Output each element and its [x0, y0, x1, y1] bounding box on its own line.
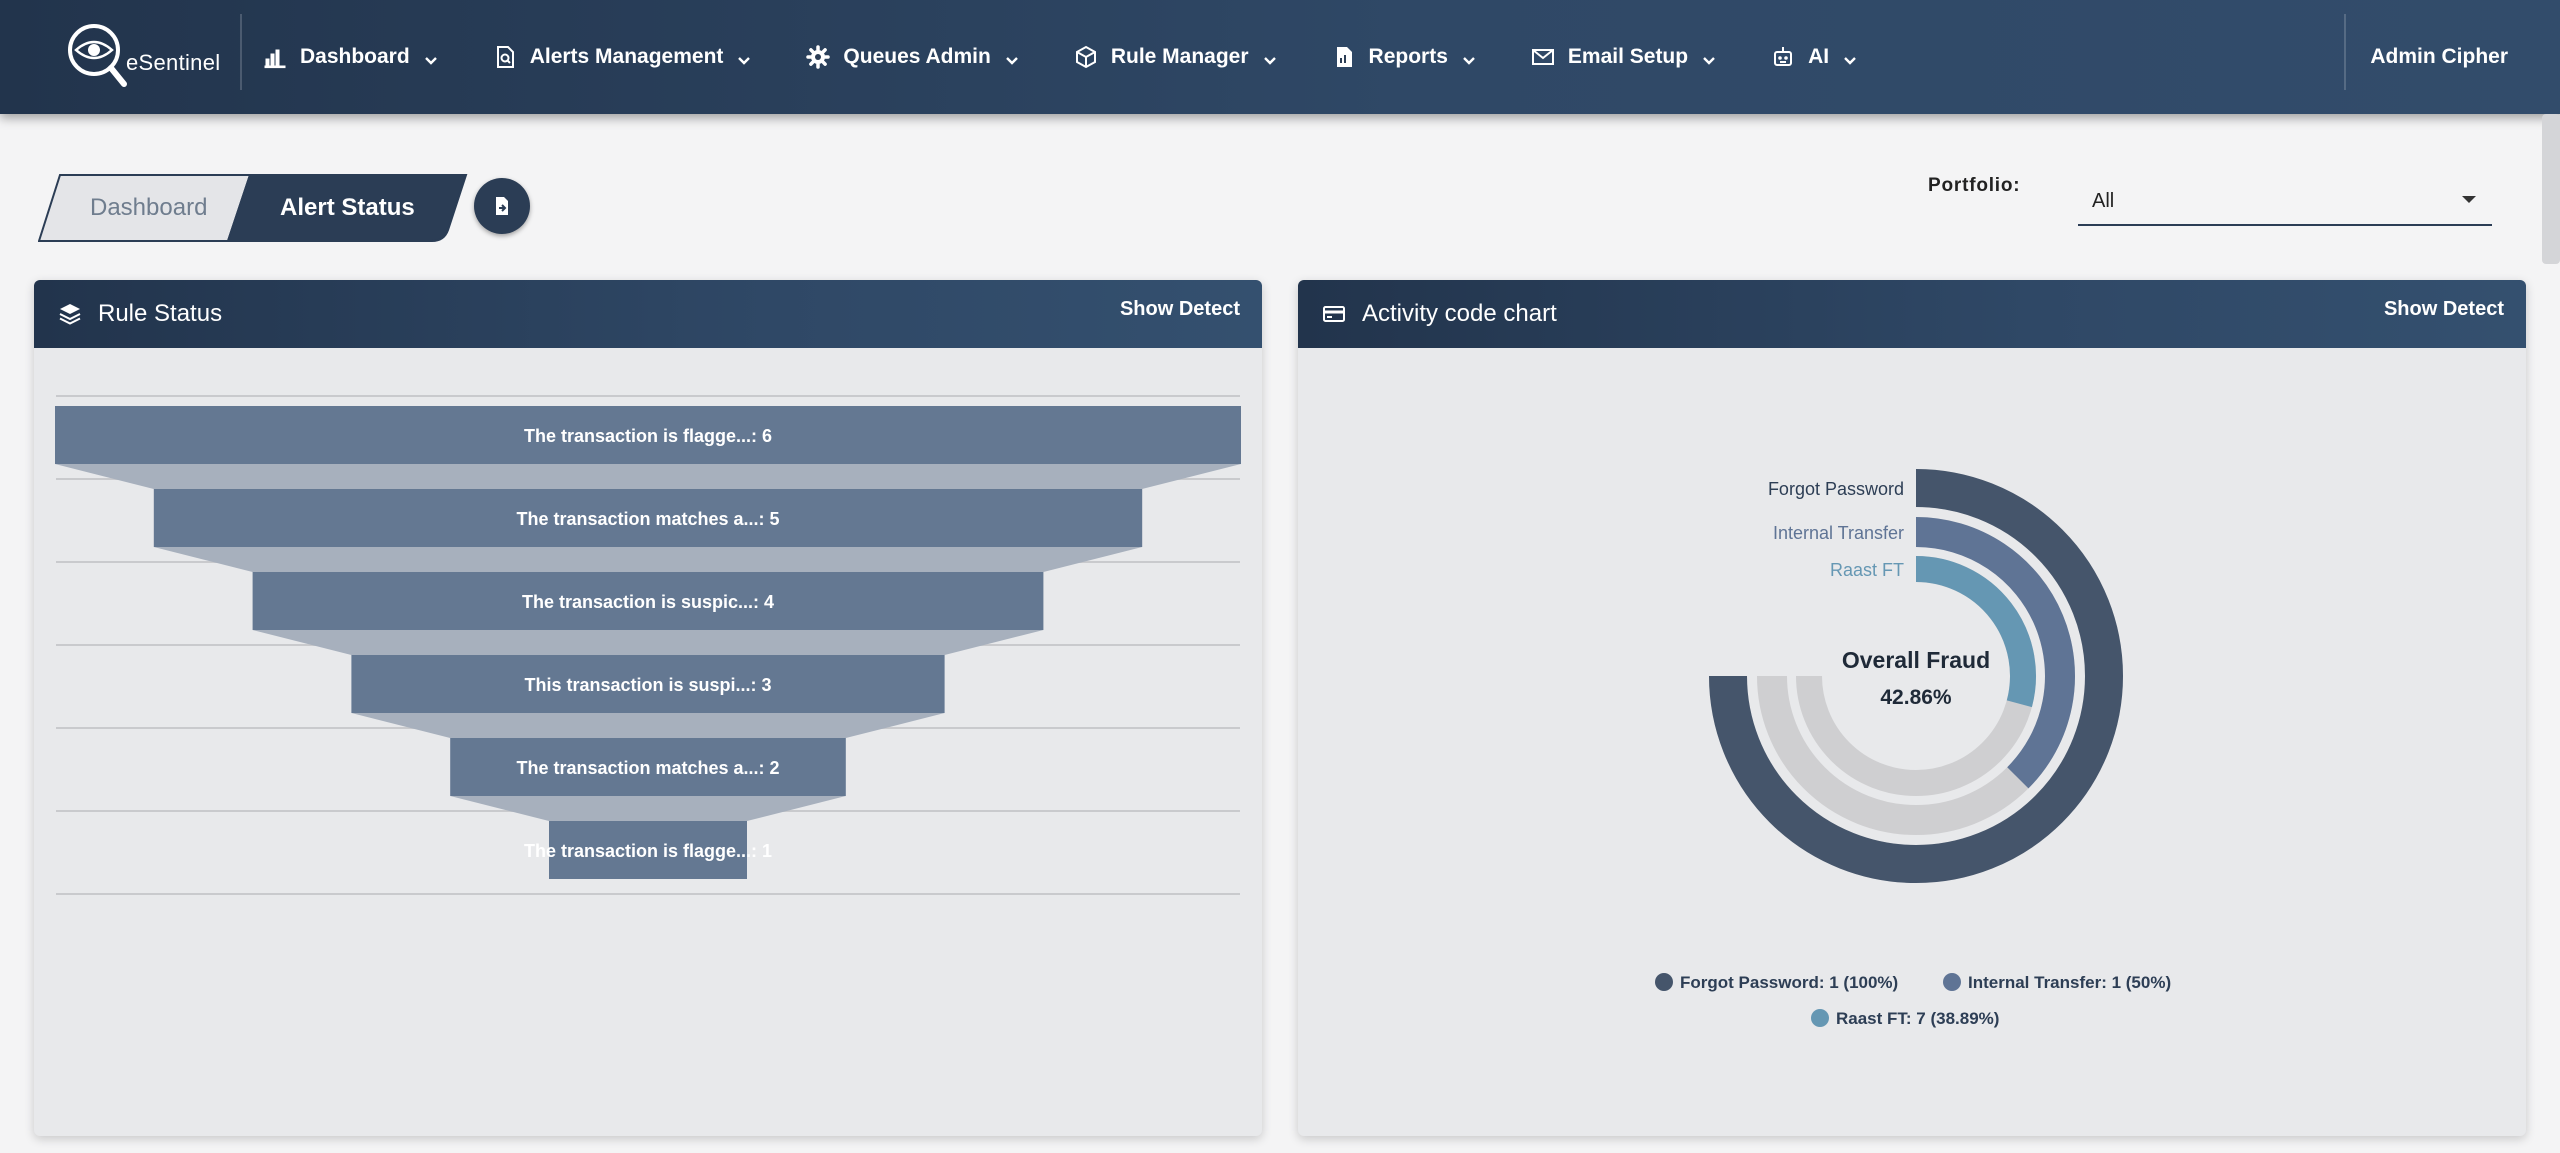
- radial-center-title: Overall Fraud: [1842, 647, 1990, 673]
- funnel-bar[interactable]: [351, 655, 945, 713]
- radial-series-label: Forgot Password: [1768, 479, 1904, 499]
- file-search-icon: [492, 44, 518, 70]
- activity-code-header: Activity code chart Show Detect: [1298, 280, 2526, 348]
- nav-alerts-management-label: Alerts Management: [529, 45, 724, 68]
- activity-code-show-detect-button[interactable]: Show Detect: [2383, 298, 2504, 320]
- chevron-down-icon: [737, 50, 751, 65]
- cube-icon: [1073, 44, 1099, 70]
- portfolio-label: Portfolio:: [1928, 175, 2021, 196]
- legend-label[interactable]: Internal Transfer: 1 (50%): [1968, 973, 2171, 992]
- nav-rule-manager-label: Rule Manager: [1110, 45, 1249, 68]
- funnel-connector: [153, 547, 1143, 572]
- logo-text: eSentinel: [126, 50, 221, 75]
- funnel-bar[interactable]: [252, 572, 1044, 630]
- funnel-connector: [450, 796, 846, 821]
- nav-divider: [2344, 14, 2346, 90]
- funnel-connector: [252, 630, 1044, 655]
- chevron-down-icon: [1462, 50, 1476, 65]
- activity-code-title: Activity code chart: [1362, 300, 1557, 327]
- top-navbar: eSentinel Dashboard Alerts Management Qu…: [0, 0, 2560, 114]
- user-menu[interactable]: Admin Cipher: [2370, 45, 2508, 68]
- chevron-down-icon: [1263, 50, 1277, 65]
- chevron-down-icon: [1005, 50, 1019, 65]
- funnel-bar-label: The transaction matches a...: 5: [516, 509, 779, 529]
- nav-dashboard[interactable]: Dashboard: [262, 44, 438, 70]
- nav-reports-label: Reports: [1368, 45, 1448, 68]
- legend-label[interactable]: Forgot Password: 1 (100%): [1680, 973, 1898, 992]
- funnel-bar-label: The transaction is suspic...: 4: [522, 592, 774, 612]
- nav-divider: [240, 14, 242, 90]
- report-file-icon: [1331, 44, 1357, 70]
- main-menu: Dashboard Alerts Management Queues Admin…: [262, 0, 1911, 114]
- breadcrumb-dashboard[interactable]: Dashboard: [90, 194, 208, 221]
- radial-series-label: Raast FT: [1830, 560, 1904, 580]
- nav-ai-label: AI: [1808, 45, 1830, 68]
- funnel-bar-label: The transaction is flagge...: 1: [524, 841, 772, 861]
- funnel-bar[interactable]: [450, 738, 846, 796]
- nav-queues-admin[interactable]: Queues Admin: [805, 44, 1018, 70]
- funnel-bar-label: This transaction is suspi...: 3: [524, 675, 771, 695]
- rule-status-card: Rule Status Show Detect The transaction …: [34, 280, 1262, 1136]
- app-logo[interactable]: eSentinel: [62, 18, 222, 94]
- nav-alerts-management[interactable]: Alerts Management: [492, 44, 752, 70]
- radial-bar-forgot-password[interactable]: [1709, 469, 2123, 883]
- gear-icon: [805, 44, 831, 70]
- nav-ai[interactable]: AI: [1770, 44, 1857, 70]
- portfolio-select-value: All: [2092, 189, 2115, 212]
- chevron-down-icon: [1843, 50, 1857, 65]
- radial-center-value: 42.86%: [1880, 686, 1952, 709]
- robot-icon: [1770, 44, 1796, 70]
- radial-bar-internal-transfer[interactable]: [1915, 517, 2075, 789]
- breadcrumb-shape: [38, 174, 468, 242]
- funnel-connector: [351, 713, 945, 738]
- dropdown-arrow-icon: [2462, 196, 2476, 203]
- nav-email-setup-label: Email Setup: [1567, 45, 1689, 68]
- radial-bar-raast-ft[interactable]: [1915, 556, 2036, 708]
- legend-label[interactable]: Raast FT: 7 (38.89%): [1836, 1009, 1999, 1028]
- funnel-bar[interactable]: [55, 406, 1241, 464]
- legend-marker: [1943, 973, 1961, 991]
- breadcrumb: Dashboard Alert Status: [38, 174, 478, 242]
- layers-icon: [58, 301, 84, 327]
- rule-status-title: Rule Status: [98, 300, 223, 327]
- activity-code-radial-chart: Forgot Password Internal Transfer Raast FT…: [1655, 469, 2171, 1028]
- breadcrumb-alert-status[interactable]: Alert Status: [280, 194, 415, 221]
- envelope-icon: [1530, 44, 1556, 70]
- funnel-connector: [55, 464, 1241, 489]
- credit-card-icon: [1322, 301, 1348, 327]
- chevron-down-icon: [1702, 50, 1716, 65]
- nav-email-setup[interactable]: Email Setup: [1530, 44, 1716, 70]
- nav-rule-manager[interactable]: Rule Manager: [1073, 44, 1277, 70]
- rule-status-header: Rule Status Show Detect: [34, 280, 1262, 348]
- rule-status-show-detect-button[interactable]: Show Detect: [1119, 298, 1240, 320]
- portfolio-select[interactable]: All: [2078, 178, 2492, 226]
- nav-dashboard-label: Dashboard: [300, 45, 410, 68]
- funnel-bar-label: The transaction is flagge...: 6: [524, 426, 772, 446]
- activity-code-card: Activity code chart Show Detect Forgot P…: [1298, 280, 2526, 1136]
- nav-queues-admin-label: Queues Admin: [843, 45, 991, 68]
- funnel-bar[interactable]: [549, 821, 747, 879]
- legend-marker: [1655, 973, 1673, 991]
- eye-magnifier-logo-icon: [68, 24, 127, 87]
- funnel-bar[interactable]: [153, 489, 1143, 547]
- page-scrollbar[interactable]: [2542, 114, 2560, 264]
- file-export-icon: [496, 197, 508, 215]
- funnel-bar-label: The transaction matches a...: 2: [516, 758, 779, 778]
- radial-series-label: Internal Transfer: [1773, 523, 1904, 543]
- chevron-down-icon: [424, 50, 438, 65]
- rule-status-funnel-chart: The transaction is flagge...: 6 The trans…: [55, 395, 1241, 895]
- export-report-button[interactable]: [474, 178, 530, 234]
- legend-marker: [1811, 1009, 1829, 1027]
- nav-reports[interactable]: Reports: [1331, 44, 1476, 70]
- bar-chart-icon: [262, 44, 288, 70]
